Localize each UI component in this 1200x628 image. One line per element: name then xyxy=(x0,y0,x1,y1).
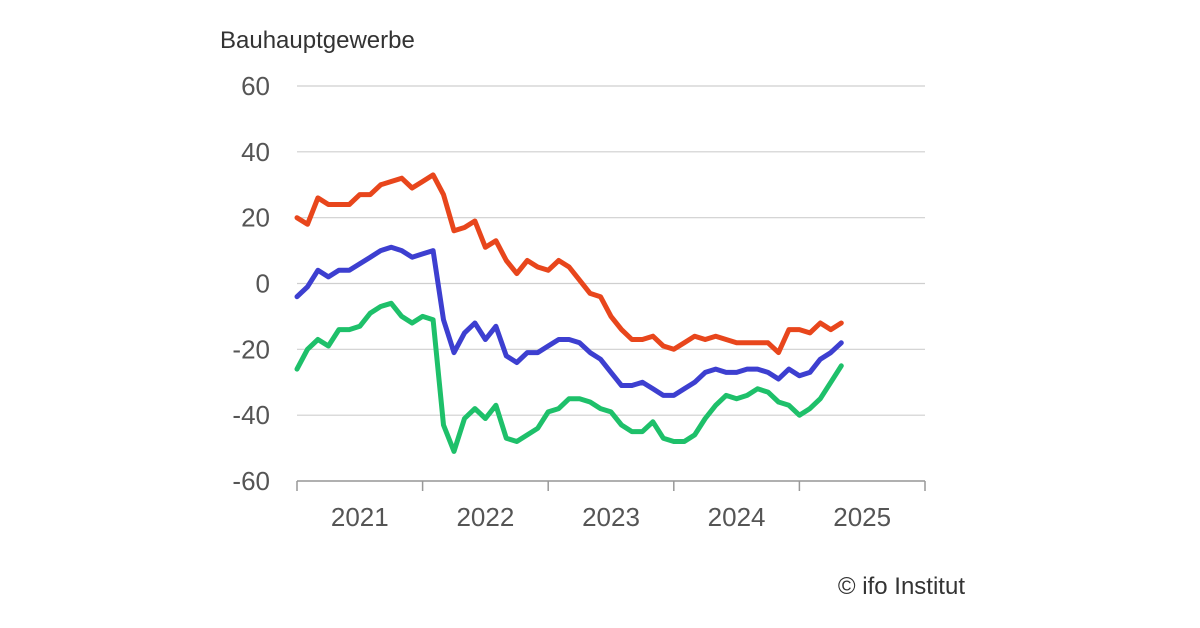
chart-title: Bauhauptgewerbe xyxy=(220,27,415,54)
y-tick-label: 20 xyxy=(241,203,270,233)
series-line xyxy=(294,300,844,454)
y-tick-label: 40 xyxy=(241,137,270,167)
x-tick-label: 2025 xyxy=(833,502,891,532)
x-tick-label: 2021 xyxy=(331,502,389,532)
x-tick-label: 2024 xyxy=(708,502,766,532)
copyright-credit: © ifo Institut xyxy=(838,573,965,600)
y-tick-label: -20 xyxy=(232,334,270,364)
series-lines xyxy=(294,172,844,454)
series-line xyxy=(294,244,844,398)
series-1 xyxy=(294,172,844,356)
series-3 xyxy=(294,300,844,454)
series-2 xyxy=(294,244,844,398)
y-tick-label: -40 xyxy=(232,400,270,430)
y-tick-label: 0 xyxy=(256,269,270,299)
x-axis: 2021 2022 2023 2024 2025 xyxy=(296,480,926,532)
y-tick-label: 60 xyxy=(241,71,270,101)
y-tick-label: -60 xyxy=(232,466,270,496)
x-tick-label: 2023 xyxy=(582,502,640,532)
x-tick-label: 2022 xyxy=(456,502,514,532)
series-line xyxy=(294,172,844,356)
y-axis-tick-labels: 60 40 20 0 -20 -40 -60 xyxy=(232,71,270,496)
gridlines xyxy=(297,85,925,482)
